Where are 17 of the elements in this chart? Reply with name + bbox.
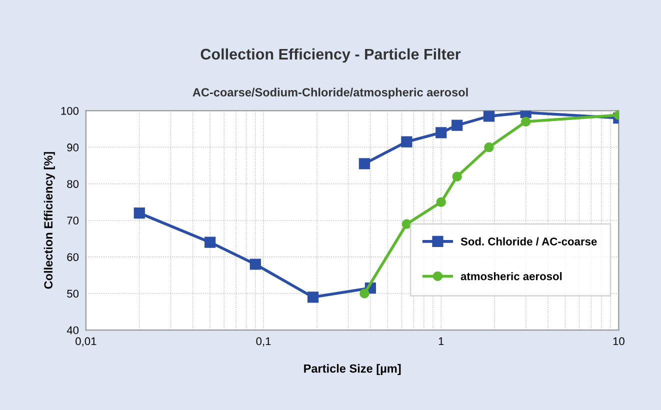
x-tick-label: 0,01 (76, 337, 96, 346)
chart-subtitle: AC-coarse/Sodium-Chloride/atmospheric aerosol (192, 88, 468, 99)
y-tick-label: 90 (67, 144, 79, 152)
legend-label: atmosheric aerosol (460, 272, 562, 280)
y-tick-label: 60 (67, 253, 79, 262)
legend-label: Sod. Chloride / AC-coarse (460, 237, 597, 246)
x-tick-label: 1 (438, 337, 444, 346)
y-axis-title: Collection Efficiency [%] (44, 152, 55, 289)
y-tick-label: 100 (61, 106, 79, 115)
y-tick-label: 50 (67, 290, 79, 298)
y-tick-label: 40 (66, 326, 79, 334)
y-tick-label: 70 (67, 216, 79, 225)
y-tick-label: 80 (67, 180, 79, 188)
x-tick-label: 10 (613, 337, 624, 346)
chart-title: Collection Efficiency - Particle Filter (200, 48, 461, 63)
x-tick-label: 0,1 (256, 337, 271, 346)
x-axis-title: Particle Size [µm] (304, 364, 401, 376)
